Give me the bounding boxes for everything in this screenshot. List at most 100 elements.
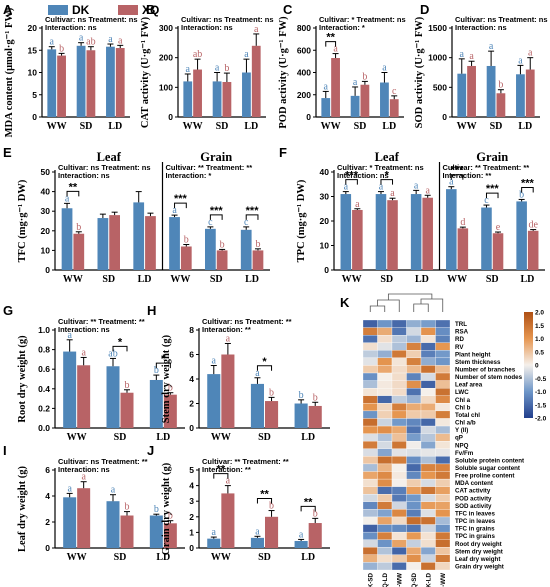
panel-letter-j: J bbox=[147, 443, 154, 458]
heatmap-cell bbox=[391, 441, 407, 449]
y-tick-label: 5 bbox=[189, 465, 194, 475]
bar-dk bbox=[63, 351, 77, 428]
significance-bracket bbox=[174, 202, 187, 209]
heatmap-cell bbox=[435, 357, 451, 366]
group-title-leaf: Leaf bbox=[97, 150, 122, 164]
heatmap-cell bbox=[362, 501, 378, 510]
bar-dk bbox=[321, 98, 331, 117]
heatmap-cell bbox=[406, 395, 422, 404]
significance-letter: b bbox=[125, 380, 130, 391]
bar-dk bbox=[149, 379, 163, 428]
heatmap-cell bbox=[391, 494, 407, 502]
heatmap-cell bbox=[377, 350, 393, 359]
bar-dk bbox=[375, 194, 387, 270]
significance-letter: b bbox=[154, 504, 159, 515]
panel-letter-h: H bbox=[147, 303, 156, 318]
significance-stars: *** bbox=[451, 165, 465, 177]
bar-dk bbox=[106, 46, 115, 117]
bar-dk bbox=[410, 194, 422, 270]
significance-letter: a bbox=[226, 333, 231, 344]
heatmap-cell bbox=[362, 403, 378, 412]
stats-text: Interaction: ** bbox=[443, 171, 492, 180]
heatmap-cell bbox=[420, 509, 436, 518]
heatmap-cell bbox=[377, 380, 393, 389]
significance-letter: a bbox=[254, 24, 259, 35]
heatmap-cell bbox=[391, 395, 407, 404]
heatmap-cell bbox=[435, 403, 451, 412]
bar-xq bbox=[265, 516, 279, 548]
heatmap-cell bbox=[420, 433, 436, 442]
heatmap-cell bbox=[377, 410, 393, 419]
heatmap-cell bbox=[435, 509, 451, 518]
significance-bracket bbox=[450, 174, 464, 180]
heatmap-row-label: qP bbox=[455, 435, 463, 442]
heatmap-cell bbox=[377, 319, 393, 328]
y-tick-label: 4 bbox=[45, 491, 50, 501]
y-tick-label: 200 bbox=[297, 90, 311, 100]
panel-letter-g: G bbox=[3, 303, 13, 318]
heatmap-cell bbox=[435, 478, 451, 487]
bar-dk bbox=[205, 228, 216, 270]
heatmap-cell bbox=[420, 547, 436, 555]
legend-label-dk: DK bbox=[72, 3, 90, 17]
heatmap-cell bbox=[362, 478, 378, 487]
significance-stars: *** bbox=[521, 177, 535, 189]
heatmap-cell bbox=[362, 531, 378, 540]
panel-a: A 0 5 10 15 20 MDA content (μmol·g⁻¹ FW) Cultiv… bbox=[3, 2, 138, 137]
significance-letter: a bbox=[67, 483, 72, 494]
heatmap-cell bbox=[362, 395, 378, 404]
x-tick-label: WW bbox=[342, 274, 362, 285]
x-tick-label: LD bbox=[244, 121, 258, 132]
x-tick-label: LD bbox=[301, 432, 315, 443]
y-tick-label: 10 bbox=[28, 68, 38, 78]
bar-dk bbox=[169, 217, 180, 270]
heatmap-cell bbox=[362, 410, 378, 419]
significance-letter: a bbox=[172, 205, 177, 216]
heatmap-cell bbox=[435, 471, 451, 480]
heatmap-cell bbox=[406, 327, 422, 336]
heatmap-cell bbox=[362, 441, 378, 449]
bar-xq bbox=[193, 69, 202, 117]
x-tick-label: LD bbox=[108, 121, 122, 132]
y-tick-label: 3 bbox=[189, 496, 194, 506]
heatmap-cell bbox=[420, 456, 436, 465]
y-tick-label: 20 bbox=[41, 226, 51, 236]
bar-xq bbox=[221, 354, 235, 428]
bar-xq bbox=[86, 50, 96, 117]
heatmap-column-label: DK-SD bbox=[367, 572, 374, 587]
stats-text: Cultivar: ns Treatment: ** bbox=[58, 457, 148, 466]
heatmap-cell bbox=[420, 357, 436, 366]
heatmap-row-label: Leaf dry weight bbox=[455, 556, 500, 563]
heatmap-cell bbox=[406, 471, 422, 480]
y-tick-label: 2 bbox=[45, 517, 50, 527]
significance-letter: b bbox=[125, 502, 130, 513]
significance-letter: a bbox=[460, 49, 465, 60]
heatmap-cell bbox=[362, 372, 378, 381]
y-tick-label: 1.0 bbox=[38, 325, 50, 335]
heatmap-cell bbox=[377, 372, 393, 381]
heatmap-row-label: LWC bbox=[455, 389, 469, 396]
y-tick-label: 10 bbox=[320, 241, 330, 251]
heatmap-cell bbox=[420, 486, 436, 495]
y-tick-label: 2 bbox=[189, 512, 194, 522]
bar-xq bbox=[145, 216, 156, 270]
panel-c: C 0 200 400 600 800 POD activity (U·g⁻¹ FW) Cul… bbox=[278, 2, 406, 132]
stats-text: Interaction: ns bbox=[181, 23, 233, 32]
heatmap-cell bbox=[435, 319, 451, 328]
x-tick-label: WW bbox=[67, 552, 87, 563]
significance-letter: b bbox=[519, 189, 524, 200]
significance-letter: a bbox=[108, 34, 113, 45]
significance-letter: a bbox=[344, 182, 349, 193]
significance-letter: b bbox=[313, 508, 318, 519]
heatmap-row-label: TFC in leaves bbox=[455, 510, 495, 517]
y-tick-label: 0 bbox=[45, 265, 50, 275]
significance-stars: *** bbox=[486, 183, 500, 195]
bar-xq bbox=[527, 230, 539, 270]
heatmap-cell bbox=[362, 539, 378, 548]
bar-dk bbox=[446, 189, 457, 270]
bar-xq bbox=[77, 365, 91, 428]
figure-legend: DK XQ bbox=[48, 3, 159, 17]
heatmap-cell bbox=[362, 357, 378, 366]
heatmap-cell bbox=[391, 486, 407, 495]
significance-letter: d bbox=[460, 217, 465, 228]
